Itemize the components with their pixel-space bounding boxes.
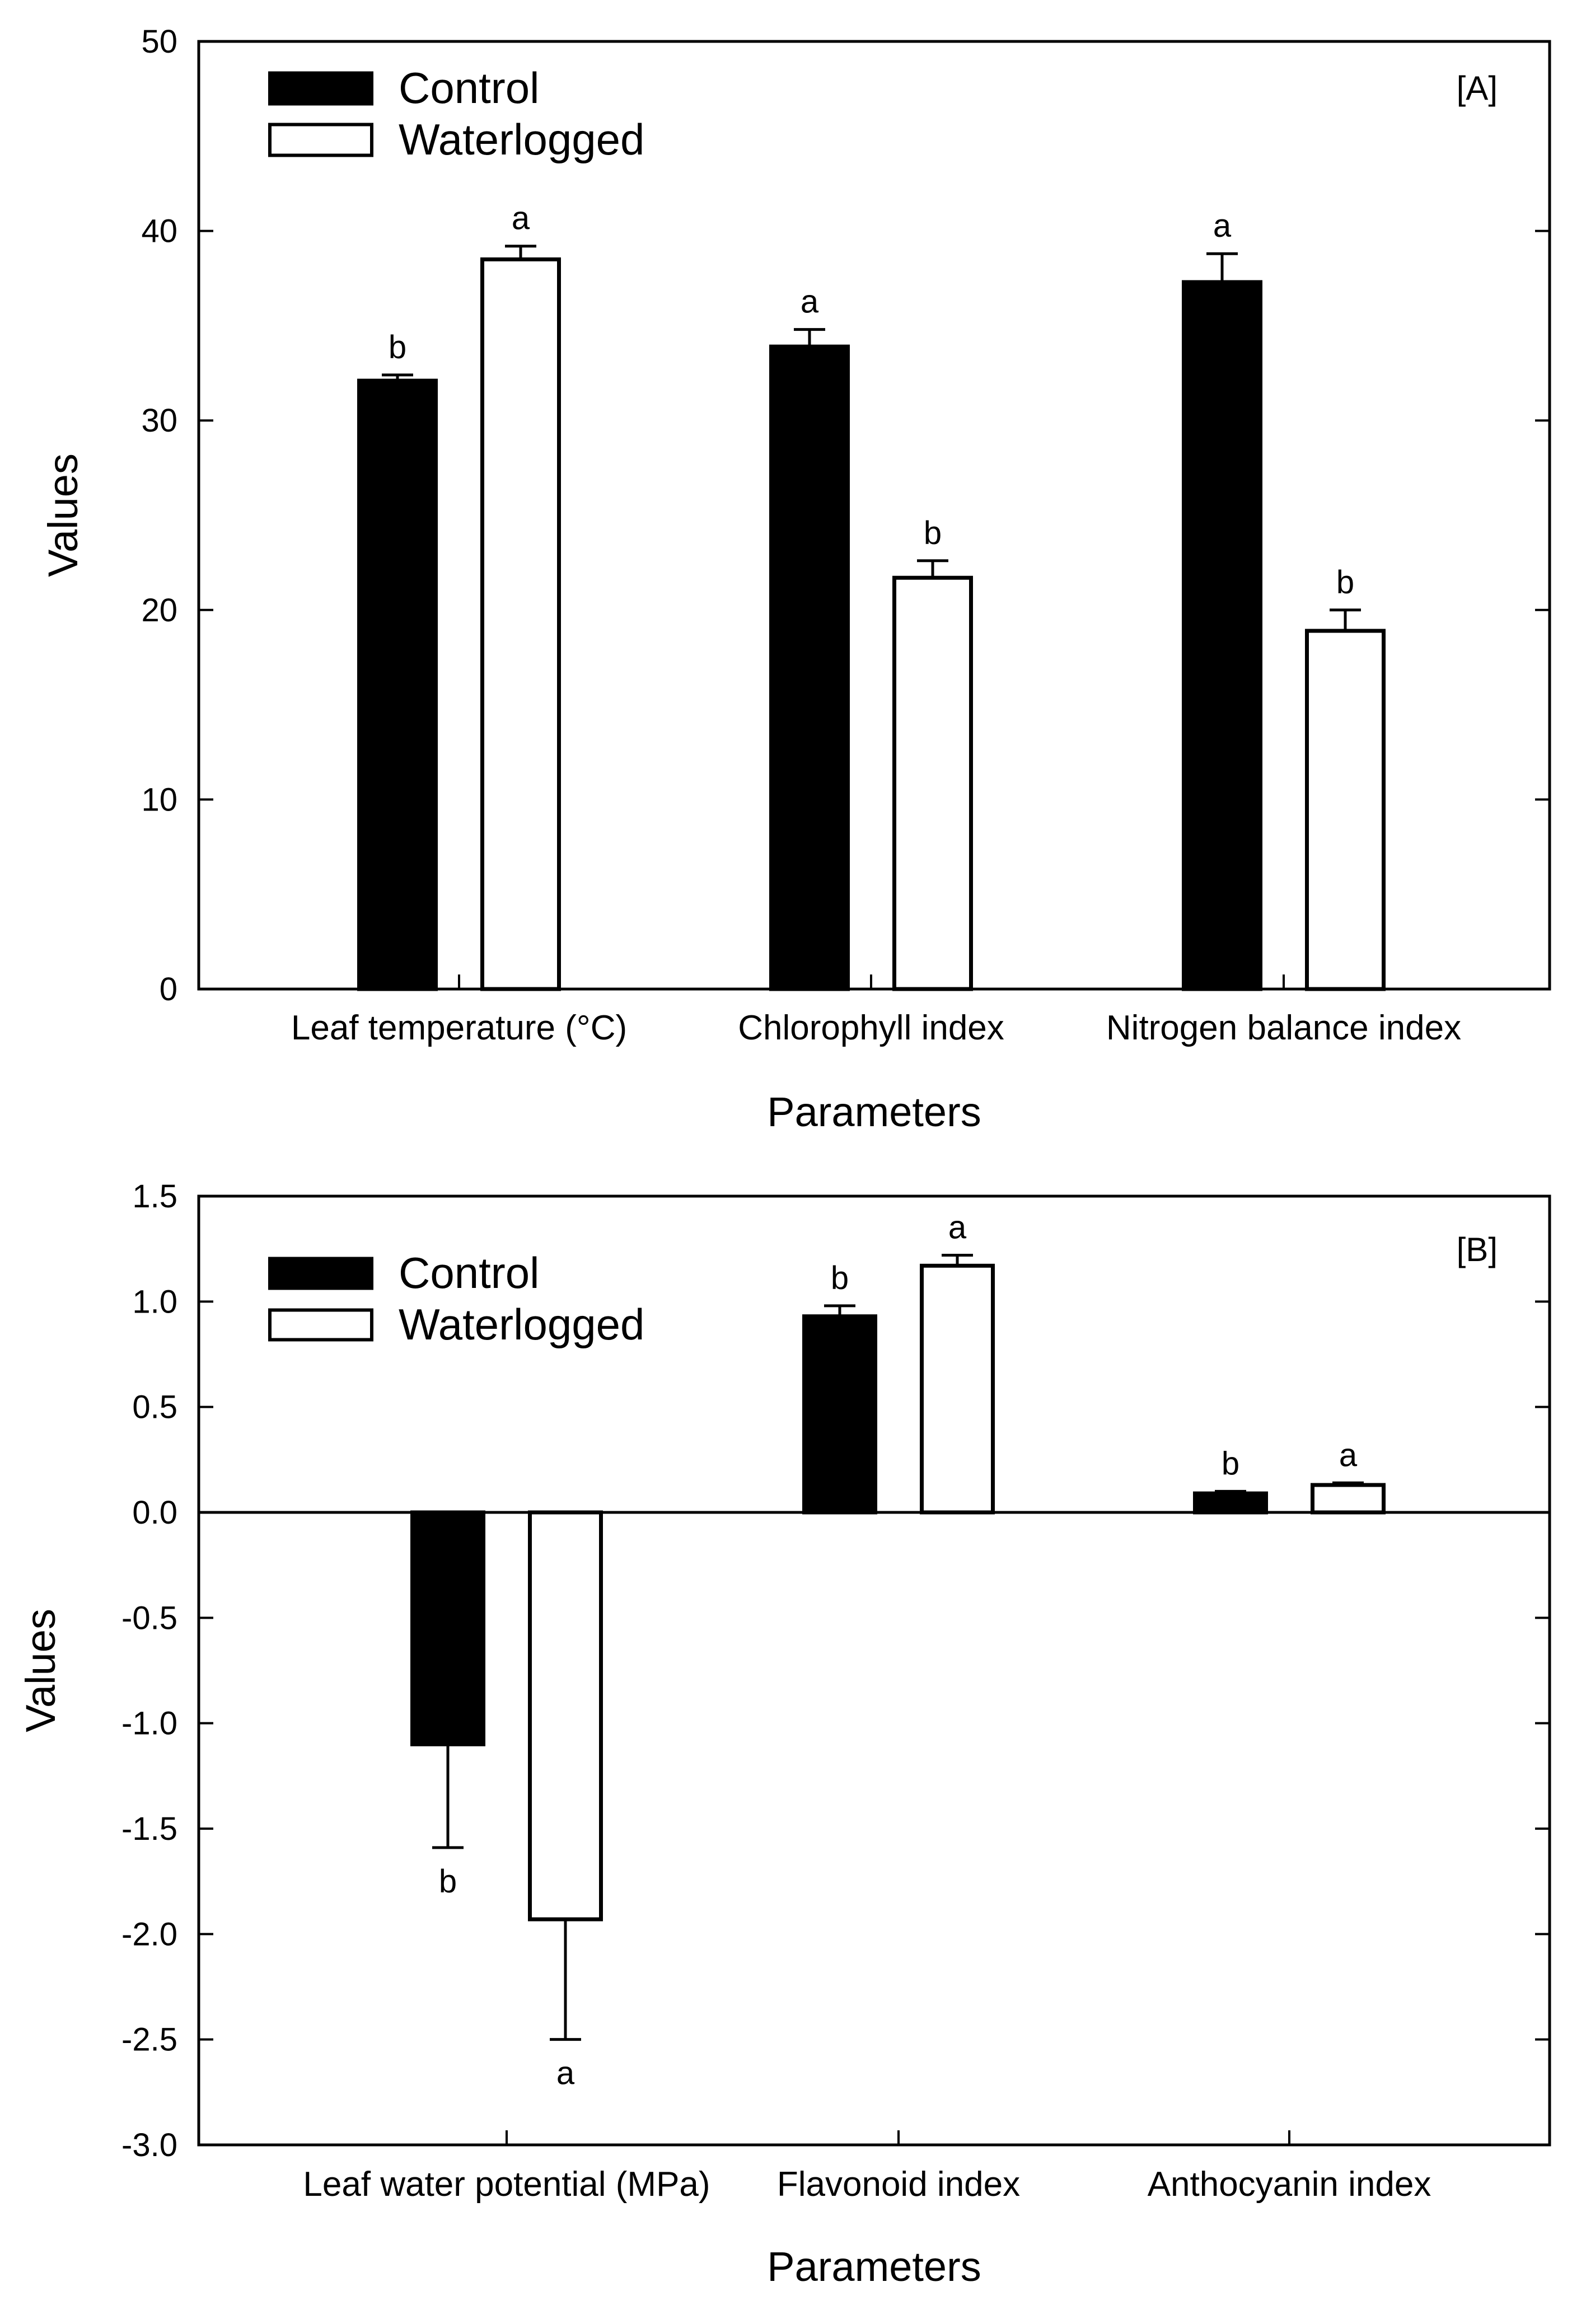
- x-category-label: Chlorophyll index: [738, 1009, 1004, 1047]
- y-axis-title: Values: [40, 453, 86, 577]
- significance-letter: a: [556, 2055, 575, 2092]
- significance-letter: b: [1222, 1445, 1239, 1482]
- y-tick-label: -0.5: [121, 1600, 177, 1636]
- bar-control-1: [357, 378, 438, 991]
- bar-control-1: [410, 1510, 485, 1746]
- significance-letter: b: [831, 1260, 849, 1296]
- legend-swatch-control: [268, 71, 373, 106]
- bar-control-3: [1193, 1491, 1268, 1515]
- significance-letter: a: [948, 1209, 967, 1245]
- bar-control-2: [802, 1314, 877, 1515]
- significance-letter: a: [1213, 208, 1232, 244]
- y-tick-label: -2.0: [121, 1916, 177, 1952]
- legend-label: Waterlogged: [399, 1300, 644, 1349]
- chart-panel-a: 0 10 20 30 40 50 b a a a b b Leaf temperature (°C) Ch…: [40, 24, 1551, 1135]
- legend-swatch-waterlogged: [268, 123, 373, 157]
- bar-waterlogged-1: [480, 257, 561, 991]
- bar-waterlogged-2: [892, 575, 973, 991]
- x-axis-title: Parameters: [767, 1089, 981, 1135]
- x-category-label: Leaf water potential (MPa): [303, 2165, 710, 2204]
- bar-control-2: [769, 344, 850, 991]
- bar-waterlogged-2: [920, 1263, 995, 1515]
- x-category-label: Anthocyanin index: [1148, 2165, 1431, 2204]
- y-axis-title: Values: [17, 1609, 64, 1732]
- y-tick-label: -1.5: [121, 1811, 177, 1847]
- bar-waterlogged-1: [528, 1510, 603, 1922]
- y-tick-label: 50: [141, 24, 177, 60]
- y-tick-label: -2.5: [121, 2022, 177, 2058]
- y-tick-label: 20: [141, 592, 177, 629]
- legend-label: Control: [399, 1248, 539, 1297]
- y-tick-label: 40: [141, 213, 177, 250]
- y-tick-label: 0.5: [132, 1389, 177, 1426]
- significance-letter: a: [512, 200, 530, 237]
- significance-letter: b: [389, 329, 406, 366]
- bar-waterlogged-3: [1305, 629, 1386, 991]
- y-tick-label: 1.0: [132, 1283, 177, 1320]
- panel-label: [B]: [1457, 1231, 1498, 1268]
- plot-frame: [197, 40, 1551, 991]
- significance-letter: b: [1336, 564, 1354, 601]
- significance-letter: a: [1339, 1437, 1358, 1473]
- legend-swatch-waterlogged: [268, 1308, 373, 1342]
- chart-panel-b: -3.0 -2.5 -2.0 -1.5 -1.0 -0.5 0.0 0.5 1.0 1.5 b b b a…: [17, 1178, 1551, 2290]
- x-category-label: Nitrogen balance index: [1106, 1009, 1461, 1047]
- y-tick-label: 10: [141, 781, 177, 818]
- x-category-label: Leaf temperature (°C): [291, 1009, 627, 1047]
- legend-swatch-control: [268, 1257, 373, 1290]
- panel-label: [A]: [1457, 69, 1498, 107]
- x-category-label: Flavonoid index: [777, 2165, 1020, 2204]
- y-tick-label: 1.5: [132, 1178, 177, 1215]
- legend-label: Waterlogged: [399, 115, 644, 164]
- plot-frame: [197, 1194, 1551, 2147]
- significance-letter: b: [924, 515, 942, 551]
- x-axis-title: Parameters: [767, 2243, 981, 2290]
- y-tick-label: -3.0: [121, 2127, 177, 2163]
- legend-label: Control: [399, 63, 539, 113]
- bar-control-3: [1182, 280, 1262, 991]
- significance-letter: b: [439, 1863, 457, 1900]
- y-tick-label: -1.0: [121, 1705, 177, 1742]
- y-tick-label: 0: [160, 971, 177, 1008]
- significance-letter: a: [801, 284, 819, 320]
- y-tick-label: 0.0: [132, 1494, 177, 1531]
- bar-waterlogged-3: [1311, 1483, 1386, 1515]
- y-tick-label: 30: [141, 402, 177, 439]
